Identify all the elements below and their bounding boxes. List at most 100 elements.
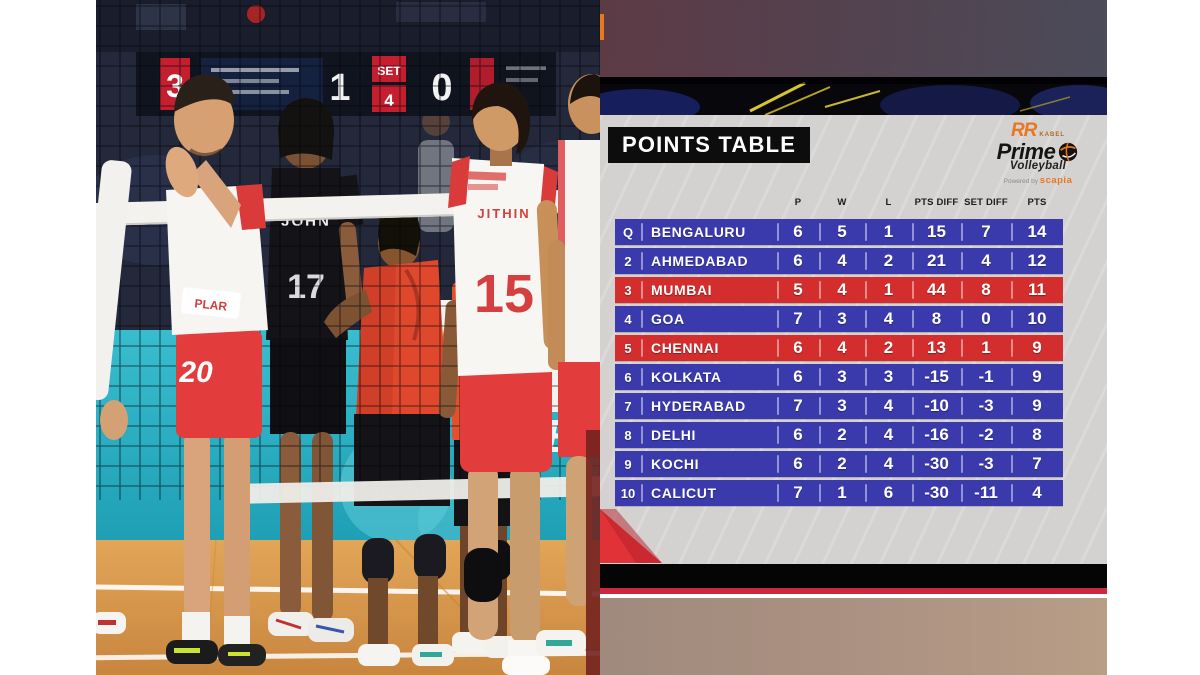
rr-kabel-letters: RR bbox=[1010, 120, 1037, 141]
lost-cell: 4 bbox=[865, 393, 912, 419]
pts-diff-cell: -10 bbox=[912, 393, 961, 419]
won-cell: 3 bbox=[819, 393, 865, 419]
broadcast-frame: POINTS TABLE RR KABEL Prime Volleybal bbox=[600, 0, 1107, 675]
points-table-title: POINTS TABLE bbox=[622, 132, 797, 157]
rank-cell: 3 bbox=[624, 282, 632, 298]
team-cell: HYDERABAD bbox=[641, 393, 777, 419]
player-white-jersey-20: 20 PLAR bbox=[165, 74, 268, 666]
svg-text:20: 20 bbox=[178, 356, 213, 389]
red-arrow-graphic bbox=[600, 509, 662, 563]
won-cell: 1 bbox=[819, 480, 865, 506]
team-cell: CHENNAI bbox=[641, 335, 777, 361]
played-cell: 6 bbox=[777, 248, 819, 274]
lost-cell: 4 bbox=[865, 306, 912, 332]
rank-cell: 5 bbox=[624, 340, 632, 356]
svg-text:0: 0 bbox=[431, 67, 452, 109]
rank-cell: 6 bbox=[624, 369, 632, 385]
team-cell: KOLKATA bbox=[641, 364, 777, 390]
points-table-banner: POINTS TABLE bbox=[608, 127, 811, 163]
pts-cell: 7 bbox=[1011, 451, 1063, 477]
team-cell: MUMBAI bbox=[641, 277, 777, 303]
arena-lights-illustration bbox=[600, 77, 1107, 115]
team-cell: CALICUT bbox=[641, 480, 777, 506]
set-diff-cell: 0 bbox=[961, 306, 1011, 332]
lost-cell: 4 bbox=[865, 422, 912, 448]
frame-red-strip bbox=[600, 588, 1107, 594]
won-cell: 4 bbox=[819, 248, 865, 274]
played-cell: 7 bbox=[777, 480, 819, 506]
lost-cell: 2 bbox=[865, 248, 912, 274]
lost-cell: 1 bbox=[865, 219, 912, 245]
col-lost: L bbox=[885, 196, 892, 208]
set-diff-cell: -1 bbox=[961, 364, 1011, 390]
won-cell: 3 bbox=[819, 364, 865, 390]
lost-cell: 4 bbox=[865, 451, 912, 477]
played-cell: 7 bbox=[777, 306, 819, 332]
set-diff-cell: 4 bbox=[961, 248, 1011, 274]
lost-cell: 6 bbox=[865, 480, 912, 506]
team-cell: BENGALURU bbox=[641, 219, 777, 245]
set-diff-cell: -3 bbox=[961, 393, 1011, 419]
won-cell: 5 bbox=[819, 219, 865, 245]
svg-text:15: 15 bbox=[474, 264, 534, 324]
points-table: P W L PTS DIFF SET DIFF PTS Q BENGALURU … bbox=[615, 194, 1063, 509]
player-right-edge bbox=[536, 74, 600, 675]
pts-cell: 8 bbox=[1011, 422, 1063, 448]
pts-diff-cell: 21 bbox=[912, 248, 961, 274]
svg-text:SET: SET bbox=[377, 64, 401, 78]
col-pts: PTS bbox=[1027, 196, 1047, 208]
played-cell: 6 bbox=[777, 364, 819, 390]
prime-wordmark: Prime bbox=[975, 141, 1101, 163]
pts-diff-cell: 13 bbox=[912, 335, 961, 361]
pts-diff-cell: -15 bbox=[912, 364, 961, 390]
table-row: 6 KOLKATA 6 3 3 -15 -1 9 bbox=[615, 364, 1063, 390]
col-played: P bbox=[794, 196, 802, 208]
rank-cell: Q bbox=[622, 224, 634, 240]
team-cell: AHMEDABAD bbox=[641, 248, 777, 274]
frame-white-strip bbox=[600, 594, 1107, 598]
volleyball-icon bbox=[1059, 142, 1078, 162]
prime-volleyball-logo: RR KABEL Prime Volleyball Powered by sca… bbox=[975, 121, 1101, 185]
col-pts-diff: PTS DIFF bbox=[914, 196, 959, 208]
pts-cell: 12 bbox=[1011, 248, 1063, 274]
table-row: Q BENGALURU 6 5 1 15 7 14 bbox=[615, 219, 1063, 245]
pts-diff-cell: 44 bbox=[912, 277, 961, 303]
match-photo: 3 1 SET 4 0 RR bbox=[96, 0, 600, 675]
lost-cell: 2 bbox=[865, 335, 912, 361]
won-cell: 2 bbox=[819, 422, 865, 448]
pts-cell: 9 bbox=[1011, 335, 1063, 361]
rank-cell: 7 bbox=[624, 398, 632, 414]
rank-cell: 10 bbox=[620, 485, 636, 501]
svg-text:4: 4 bbox=[384, 91, 394, 110]
pts-cell: 14 bbox=[1011, 219, 1063, 245]
scapia-label: scapia bbox=[1039, 174, 1073, 186]
pts-diff-cell: 8 bbox=[912, 306, 961, 332]
set-diff-cell: -2 bbox=[961, 422, 1011, 448]
pts-diff-cell: 15 bbox=[912, 219, 961, 245]
kabel-label: KABEL bbox=[1039, 132, 1066, 138]
set-diff-cell: -11 bbox=[961, 480, 1011, 506]
played-cell: 6 bbox=[777, 451, 819, 477]
team-cell: GOA bbox=[641, 306, 777, 332]
pts-cell: 10 bbox=[1011, 306, 1063, 332]
won-cell: 3 bbox=[819, 306, 865, 332]
team-cell: DELHI bbox=[641, 422, 777, 448]
rank-cell: 9 bbox=[624, 456, 632, 472]
table-row: 2 AHMEDABAD 6 4 2 21 4 12 bbox=[615, 248, 1063, 274]
svg-text:17: 17 bbox=[287, 268, 325, 306]
powered-by-line: Powered by scapia bbox=[1003, 174, 1073, 186]
pts-cell: 9 bbox=[1011, 364, 1063, 390]
frame-black-band bbox=[600, 564, 1107, 588]
col-set-diff: SET DIFF bbox=[964, 196, 1008, 208]
team-cell: KOCHI bbox=[641, 451, 777, 477]
frame-edge-accent bbox=[600, 14, 604, 40]
table-row: 10 CALICUT 7 1 6 -30 -11 4 bbox=[615, 480, 1063, 506]
table-row: 7 HYDERABAD 7 3 4 -10 -3 9 bbox=[615, 393, 1063, 419]
won-cell: 4 bbox=[819, 335, 865, 361]
lost-cell: 3 bbox=[865, 364, 912, 390]
col-won: W bbox=[837, 196, 847, 208]
table-row: 3 MUMBAI 5 4 1 44 8 11 bbox=[615, 277, 1063, 303]
table-row: 8 DELHI 6 2 4 -16 -2 8 bbox=[615, 422, 1063, 448]
rr-kabel-mark: RR KABEL bbox=[975, 121, 1101, 140]
